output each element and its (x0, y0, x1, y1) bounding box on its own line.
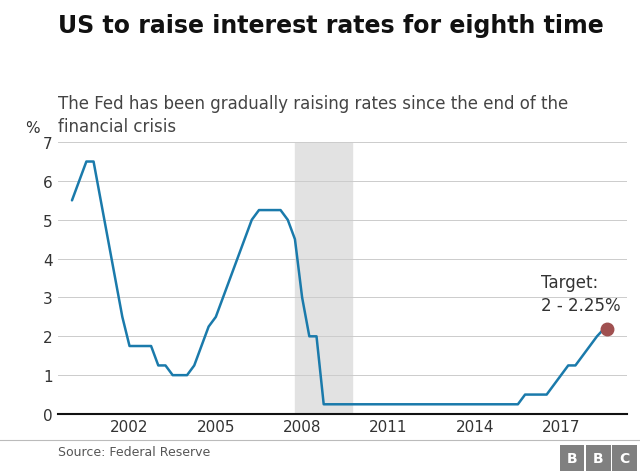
Text: C: C (620, 451, 630, 465)
Bar (295, 143, 353, 414)
Text: The Fed has been gradually raising rates since the end of the
financial crisis: The Fed has been gradually raising rates… (58, 95, 568, 135)
Text: B: B (593, 451, 604, 465)
Text: US to raise interest rates for eighth time: US to raise interest rates for eighth ti… (58, 14, 604, 38)
Text: %: % (26, 121, 40, 136)
Text: Target:
2 - 2.25%: Target: 2 - 2.25% (541, 273, 621, 315)
Text: Source: Federal Reserve: Source: Federal Reserve (58, 445, 210, 458)
Text: B: B (567, 451, 577, 465)
